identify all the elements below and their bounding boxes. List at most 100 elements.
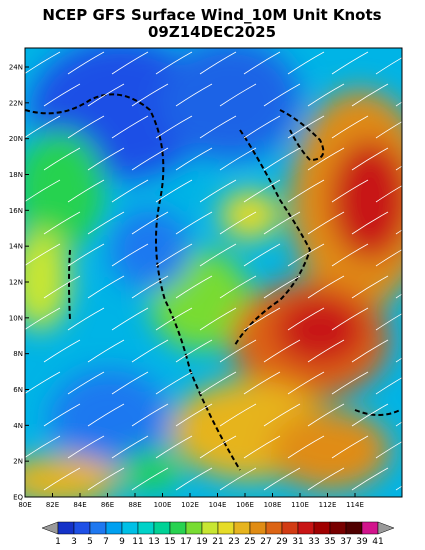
streamline [67, 243, 105, 267]
x-tick-label: 102E [181, 501, 199, 509]
y-tick-label: 2N [13, 458, 23, 466]
colorbar-cell [233, 521, 251, 535]
streamline [307, 147, 345, 171]
streamline [25, 371, 61, 394]
streamline [131, 83, 169, 107]
x-tick-label: 100E [154, 501, 172, 509]
x-tick-label: 80E [18, 501, 31, 509]
streamline [175, 211, 213, 235]
streamline [307, 275, 345, 299]
y-tick-label: 22N [9, 99, 23, 107]
streamline [155, 179, 193, 203]
streamline [175, 147, 213, 171]
streamline [351, 147, 389, 171]
colorbar-cell [153, 521, 171, 535]
streamline [25, 307, 61, 330]
streamline [43, 275, 81, 299]
streamline [199, 307, 237, 331]
colorbar-label: 41 [372, 537, 383, 547]
x-tick-label: 86E [101, 501, 114, 509]
streamline [331, 115, 369, 139]
x-tick-label: 84E [73, 501, 86, 509]
colorbar-label: 23 [228, 537, 239, 547]
streamline [25, 115, 61, 138]
streamline [25, 179, 61, 202]
streamline [263, 83, 301, 107]
x-tick-label: 104E [209, 501, 227, 509]
streamline [199, 115, 237, 139]
streamline [243, 51, 281, 75]
streamline [375, 377, 402, 395]
x-tick-label: 106E [236, 501, 254, 509]
colorbar-cell [169, 521, 187, 535]
colorbar-arrow [41, 521, 59, 535]
streamline [351, 83, 389, 107]
streamline [175, 339, 213, 363]
x-tick-label: 110E [291, 501, 309, 509]
streamline [375, 249, 402, 267]
streamline [87, 147, 125, 171]
streamline [287, 51, 325, 75]
streamline [67, 307, 105, 331]
colorbar-label: 9 [119, 537, 125, 547]
colorbar-label: 15 [164, 537, 175, 547]
streamline [43, 211, 81, 235]
streamline [131, 339, 169, 363]
colorbar-cell [57, 521, 75, 535]
colorbar-label: 29 [276, 537, 288, 547]
streamline [155, 435, 193, 459]
streamline [331, 435, 369, 459]
streamline [243, 243, 281, 267]
colorbar-label: 33 [308, 537, 319, 547]
streamline [199, 371, 237, 395]
streamline [87, 339, 125, 363]
streamline [351, 467, 389, 491]
colorbar-label: 21 [212, 537, 223, 547]
streamline [307, 403, 345, 427]
streamline [87, 403, 125, 427]
streamline [395, 101, 402, 107]
streamline [331, 179, 369, 203]
streamline [25, 51, 61, 74]
colorbar-label: 27 [260, 537, 271, 547]
colorbar-label: 13 [148, 537, 159, 547]
x-tick-label: 82E [46, 501, 59, 509]
streamline [243, 179, 281, 203]
streamline [155, 371, 193, 395]
subtitle: 09Z14DEC2025 [148, 23, 276, 41]
colorbar-label: 19 [196, 537, 208, 547]
streamline [263, 467, 301, 491]
colorbar-cell [265, 521, 283, 535]
colorbar-label: 17 [180, 537, 191, 547]
streamline [67, 51, 105, 75]
streamline [331, 371, 369, 395]
streamline [199, 435, 237, 459]
streamline [175, 275, 213, 299]
colorbar-arrow [377, 521, 395, 535]
streamline [219, 147, 257, 171]
streamline [131, 211, 169, 235]
colorbar-label: 1 [55, 537, 61, 547]
streamline [111, 115, 149, 139]
streamline [43, 467, 81, 491]
y-tick-label: 14N [9, 243, 23, 251]
streamline [155, 243, 193, 267]
colorbar-cell [137, 521, 155, 535]
streamline [395, 165, 402, 171]
streamline [25, 435, 61, 458]
streamline [175, 467, 213, 491]
colorbar-cell [281, 521, 299, 535]
streamline [131, 275, 169, 299]
y-tick-label: 8N [13, 350, 23, 358]
streamline [87, 275, 125, 299]
streamline [111, 435, 149, 459]
streamline [111, 371, 149, 395]
streamline [351, 275, 389, 299]
streamline [25, 243, 61, 266]
streamline [375, 441, 402, 459]
streamline [375, 121, 402, 139]
streamline [155, 307, 193, 331]
streamline [219, 275, 257, 299]
y-tick-label: 24N [9, 64, 23, 72]
